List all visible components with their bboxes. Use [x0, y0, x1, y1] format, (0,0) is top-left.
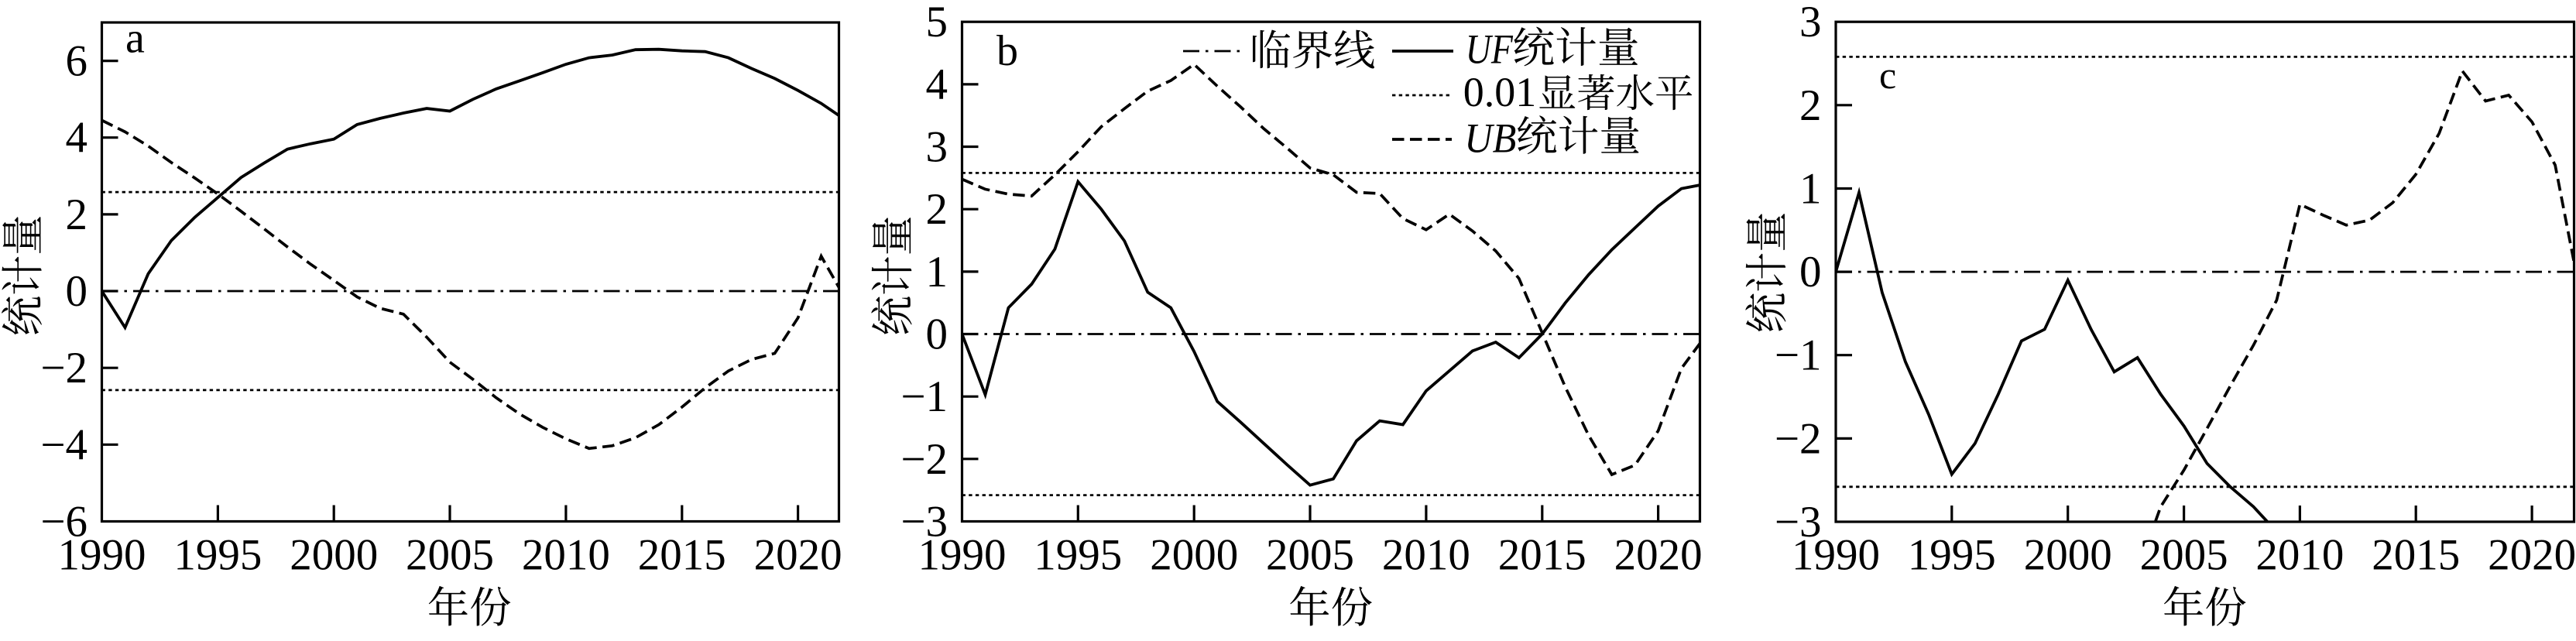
svg-text:−1: −1 [1775, 331, 1822, 380]
svg-text:−3: −3 [900, 498, 948, 547]
svg-text:2010: 2010 [522, 531, 610, 580]
svg-text:2005: 2005 [2140, 531, 2228, 580]
svg-text:2010: 2010 [2255, 531, 2344, 580]
svg-text:5: 5 [926, 0, 948, 46]
svg-text:4: 4 [926, 60, 948, 109]
svg-text:2015: 2015 [2372, 531, 2460, 580]
svg-text:b: b [996, 27, 1018, 75]
svg-text:4: 4 [66, 114, 88, 163]
svg-text:c: c [1879, 53, 1896, 97]
svg-text:0: 0 [926, 310, 948, 359]
svg-text:−2: −2 [900, 435, 948, 484]
svg-text:2000: 2000 [2024, 531, 2112, 580]
svg-text:2000: 2000 [1150, 531, 1238, 580]
svg-text:−1: −1 [900, 372, 948, 421]
svg-text:6: 6 [66, 37, 88, 86]
svg-text:2: 2 [1799, 81, 1822, 130]
svg-text:UF: UF [1466, 26, 1514, 73]
svg-text:3: 3 [926, 123, 948, 172]
svg-text:−3: −3 [1775, 498, 1822, 547]
svg-text:1995: 1995 [1034, 531, 1122, 580]
svg-text:2005: 2005 [406, 531, 494, 580]
svg-text:0: 0 [66, 267, 88, 316]
svg-text:−2: −2 [40, 344, 87, 392]
svg-text:2: 2 [926, 185, 948, 234]
svg-text:1: 1 [1799, 165, 1822, 214]
svg-text:1995: 1995 [173, 531, 262, 580]
svg-text:0.01: 0.01 [1463, 69, 1537, 115]
svg-text:2020: 2020 [1614, 531, 1703, 580]
svg-text:2000: 2000 [290, 531, 378, 580]
svg-text:1990: 1990 [918, 531, 1007, 580]
svg-text:1: 1 [926, 248, 948, 297]
svg-text:1990: 1990 [1792, 531, 1880, 580]
svg-text:2: 2 [66, 190, 88, 239]
svg-text:1990: 1990 [58, 531, 146, 580]
svg-text:−6: −6 [40, 498, 87, 547]
svg-text:2015: 2015 [1498, 531, 1586, 580]
svg-text:2010: 2010 [1382, 531, 1470, 580]
svg-text:0: 0 [1799, 248, 1822, 297]
svg-text:2005: 2005 [1266, 531, 1354, 580]
svg-text:a: a [125, 15, 145, 63]
svg-text:2020: 2020 [2488, 531, 2576, 580]
svg-text:2020: 2020 [754, 531, 842, 580]
svg-text:3: 3 [1799, 0, 1822, 46]
svg-text:UB: UB [1464, 115, 1516, 162]
svg-text:1995: 1995 [1908, 531, 1996, 580]
svg-text:2015: 2015 [638, 531, 726, 580]
svg-text:−2: −2 [1775, 414, 1822, 463]
svg-text:−4: −4 [40, 420, 87, 469]
